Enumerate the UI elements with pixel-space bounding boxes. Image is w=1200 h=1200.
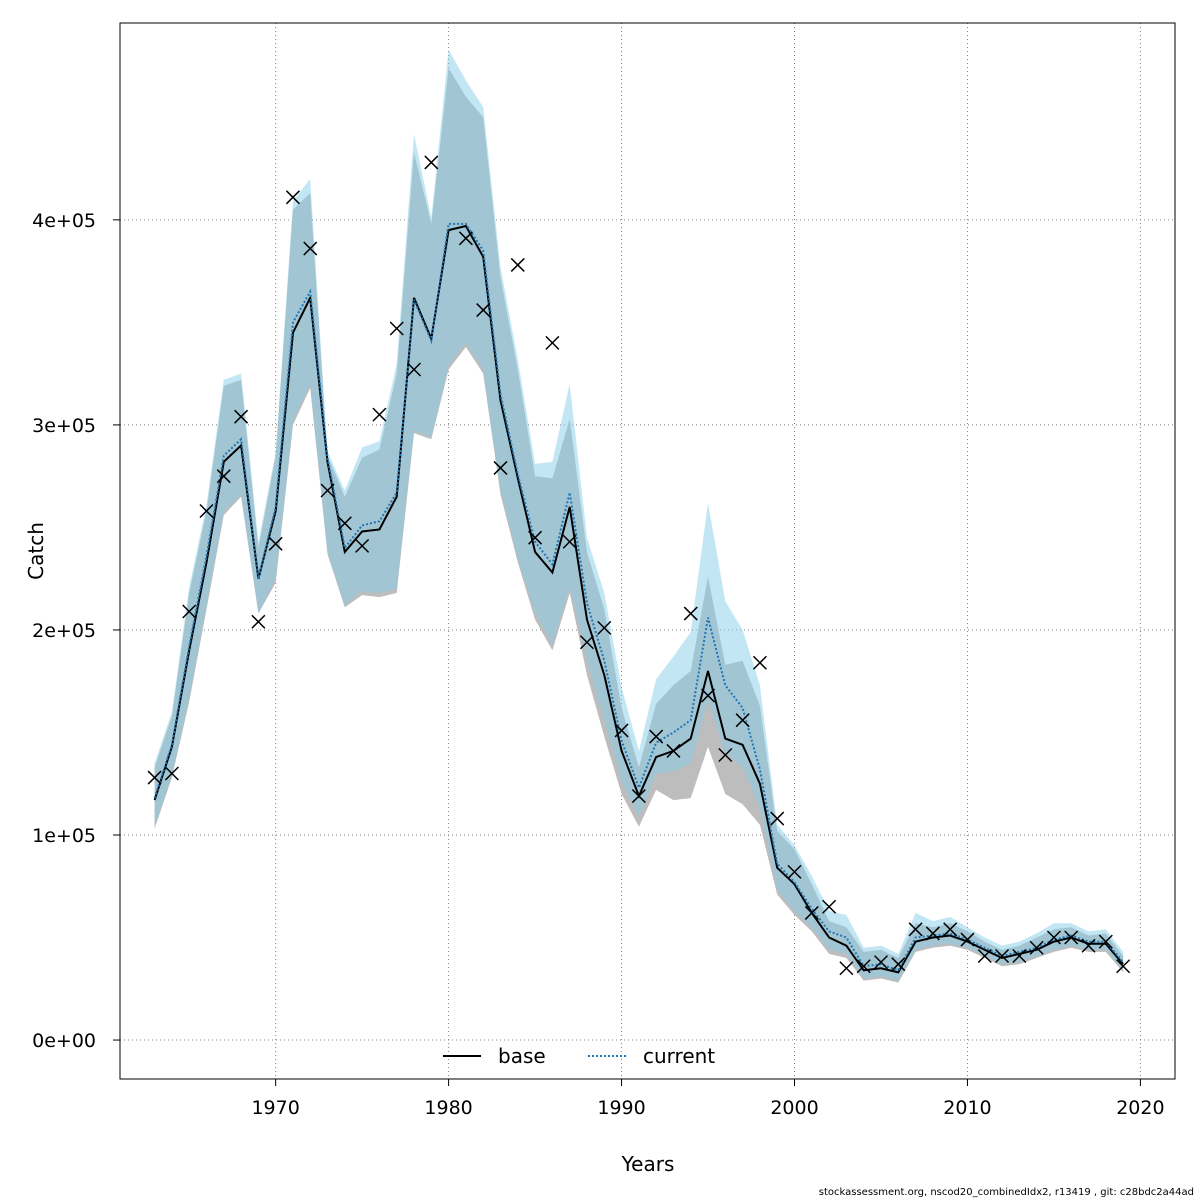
observed-point (493, 460, 508, 475)
observed-point (303, 241, 318, 256)
observed-point (1116, 959, 1131, 974)
observed-point (1012, 948, 1027, 964)
y-tick-label: 1e+05 (32, 825, 96, 847)
observed-point (683, 606, 698, 621)
x-tick-label: 2020 (1116, 1097, 1164, 1119)
observed-point (649, 729, 664, 744)
confidence-bands (154, 49, 1124, 983)
observed-point (943, 922, 958, 937)
observed-point (804, 905, 819, 920)
observed-point (372, 407, 387, 422)
observed-point (579, 635, 594, 650)
observed-point (389, 321, 404, 336)
observed-point (147, 770, 162, 785)
observed-point (562, 534, 577, 549)
x-axis: 1970 1980 1990 2000 2010 2020 (251, 1078, 1165, 1119)
observed-point (268, 536, 283, 551)
x-tick-label: 1970 (251, 1097, 299, 1119)
observed-point (528, 530, 543, 545)
observed-point (925, 926, 940, 941)
observed-point (856, 959, 871, 974)
observed-point (1064, 930, 1079, 945)
observed-point (216, 469, 231, 484)
observed-point (614, 723, 629, 738)
observed-point (424, 155, 439, 170)
y-axis: 0e+00 1e+05 2e+05 3e+05 4e+05 (32, 210, 121, 1052)
observed-point (164, 766, 179, 781)
current-series-line (153, 222, 1124, 972)
observed-point (873, 955, 889, 970)
observed-points (147, 155, 1131, 976)
observed-point (1029, 940, 1044, 955)
observed-point (597, 620, 612, 635)
observed-point (251, 614, 266, 629)
footer-credit: stockassessment.org, nscod20_combinedIdx… (818, 1187, 1194, 1198)
observed-point (701, 688, 716, 703)
x-tick-label: 1990 (597, 1097, 645, 1119)
observed-point (908, 922, 923, 937)
y-axis-title: Catch (24, 522, 48, 580)
observed-point (752, 655, 767, 670)
observed-point (1098, 934, 1113, 949)
observed-point (337, 516, 352, 531)
legend-current-label: current (643, 1044, 715, 1068)
legend: base current (443, 1044, 715, 1068)
y-tick-label: 0e+00 (32, 1030, 96, 1052)
observed-point (960, 932, 975, 947)
observed-point (666, 743, 681, 758)
observed-point (545, 335, 560, 350)
observed-point (735, 713, 750, 728)
observed-point (770, 811, 785, 826)
observed-point (787, 864, 802, 879)
observed-point (458, 231, 473, 246)
observed-point (1081, 938, 1096, 953)
observed-point (320, 483, 335, 498)
x-tick-label: 1980 (424, 1097, 472, 1119)
observed-point (406, 362, 422, 377)
y-tick-label: 2e+05 (32, 620, 96, 642)
y-tick-label: 4e+05 (32, 210, 96, 232)
observed-point (234, 409, 249, 424)
observed-point (631, 789, 646, 804)
x-tick-label: 2000 (770, 1097, 818, 1119)
x-tick-label: 2010 (943, 1097, 991, 1119)
observed-point (182, 604, 197, 619)
observed-point (995, 948, 1010, 964)
observed-point (1046, 930, 1061, 945)
legend-base-label: base (498, 1044, 546, 1068)
x-axis-title: Years (621, 1152, 675, 1176)
observed-point (977, 948, 992, 964)
observed-point (891, 957, 906, 972)
observed-point (285, 190, 300, 205)
observed-point (355, 538, 370, 553)
observed-point (822, 899, 837, 914)
current-confidence-band (154, 49, 1124, 981)
observed-point (839, 961, 854, 976)
observed-point (718, 747, 733, 763)
y-tick-label: 3e+05 (32, 415, 96, 437)
observed-point (199, 503, 214, 519)
observed-point (476, 303, 491, 318)
observed-point (510, 257, 525, 272)
